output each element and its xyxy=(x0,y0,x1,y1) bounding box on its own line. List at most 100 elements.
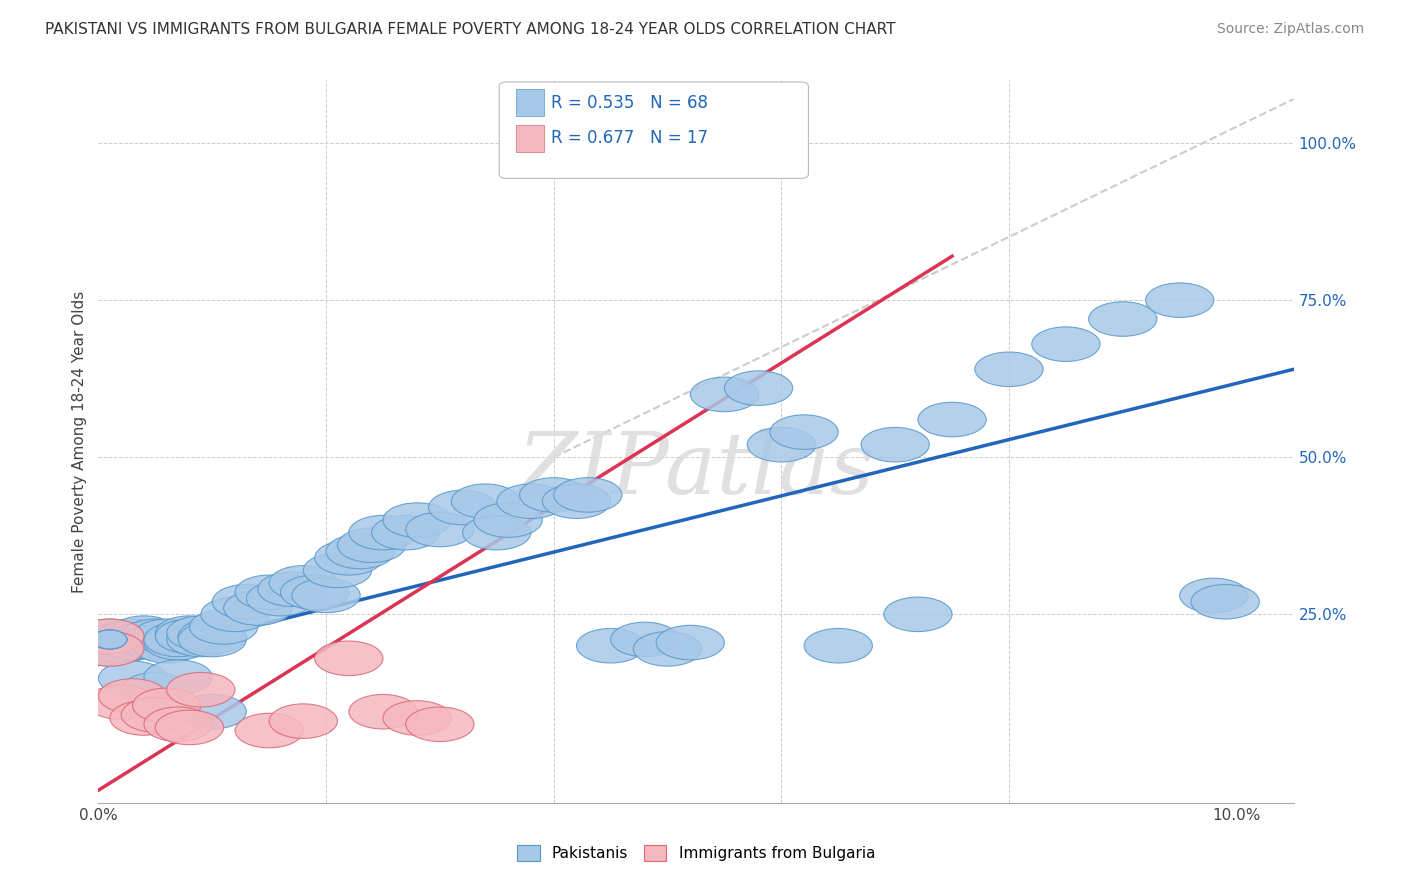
Ellipse shape xyxy=(98,619,167,654)
Text: PAKISTANI VS IMMIGRANTS FROM BULGARIA FEMALE POVERTY AMONG 18-24 YEAR OLDS CORRE: PAKISTANI VS IMMIGRANTS FROM BULGARIA FE… xyxy=(45,22,896,37)
Ellipse shape xyxy=(1032,326,1099,361)
Ellipse shape xyxy=(167,615,235,650)
Ellipse shape xyxy=(76,619,143,654)
Ellipse shape xyxy=(269,704,337,739)
Ellipse shape xyxy=(804,629,872,663)
Text: ZIPatlas: ZIPatlas xyxy=(517,429,875,512)
Ellipse shape xyxy=(349,516,418,549)
Ellipse shape xyxy=(576,629,645,663)
Ellipse shape xyxy=(451,484,520,518)
Ellipse shape xyxy=(1088,301,1157,336)
Ellipse shape xyxy=(201,597,269,632)
Ellipse shape xyxy=(98,679,167,714)
Ellipse shape xyxy=(110,623,179,657)
Ellipse shape xyxy=(93,630,127,648)
Ellipse shape xyxy=(93,630,127,648)
Ellipse shape xyxy=(121,619,190,654)
Ellipse shape xyxy=(143,625,212,660)
Ellipse shape xyxy=(349,694,418,729)
Ellipse shape xyxy=(132,688,201,723)
Ellipse shape xyxy=(382,701,451,735)
Ellipse shape xyxy=(155,710,224,745)
Ellipse shape xyxy=(132,619,201,654)
Ellipse shape xyxy=(76,632,143,666)
Ellipse shape xyxy=(110,615,179,650)
Ellipse shape xyxy=(167,673,235,707)
Legend: Pakistanis, Immigrants from Bulgaria: Pakistanis, Immigrants from Bulgaria xyxy=(510,839,882,867)
Ellipse shape xyxy=(770,415,838,450)
Ellipse shape xyxy=(292,578,360,613)
Ellipse shape xyxy=(884,597,952,632)
Ellipse shape xyxy=(93,630,127,648)
Ellipse shape xyxy=(315,641,382,675)
Ellipse shape xyxy=(429,491,496,524)
Ellipse shape xyxy=(918,402,986,437)
Ellipse shape xyxy=(1180,578,1249,613)
Ellipse shape xyxy=(121,625,190,660)
Ellipse shape xyxy=(143,660,212,694)
Ellipse shape xyxy=(155,615,224,650)
Ellipse shape xyxy=(382,503,451,537)
Ellipse shape xyxy=(406,707,474,741)
Text: Source: ZipAtlas.com: Source: ZipAtlas.com xyxy=(1216,22,1364,37)
Ellipse shape xyxy=(554,478,621,512)
Ellipse shape xyxy=(690,377,759,412)
Ellipse shape xyxy=(121,673,190,707)
Ellipse shape xyxy=(633,632,702,666)
Ellipse shape xyxy=(326,534,394,569)
Ellipse shape xyxy=(543,484,610,518)
Ellipse shape xyxy=(235,575,304,609)
Ellipse shape xyxy=(179,619,246,654)
Ellipse shape xyxy=(98,625,167,660)
Ellipse shape xyxy=(132,629,201,663)
Ellipse shape xyxy=(76,632,143,666)
Ellipse shape xyxy=(1146,283,1213,318)
Ellipse shape xyxy=(212,584,281,619)
Ellipse shape xyxy=(257,572,326,607)
Ellipse shape xyxy=(224,591,292,625)
Y-axis label: Female Poverty Among 18-24 Year Olds: Female Poverty Among 18-24 Year Olds xyxy=(72,291,87,592)
Ellipse shape xyxy=(110,701,179,735)
Ellipse shape xyxy=(93,630,127,648)
Ellipse shape xyxy=(93,630,127,648)
Ellipse shape xyxy=(190,609,257,644)
Ellipse shape xyxy=(610,623,679,657)
Ellipse shape xyxy=(235,714,304,747)
Ellipse shape xyxy=(724,371,793,405)
Ellipse shape xyxy=(520,478,588,512)
Ellipse shape xyxy=(155,619,224,654)
Ellipse shape xyxy=(1191,584,1260,619)
Ellipse shape xyxy=(463,516,531,549)
Ellipse shape xyxy=(93,630,127,648)
Ellipse shape xyxy=(87,685,155,720)
Ellipse shape xyxy=(269,566,337,600)
Ellipse shape xyxy=(315,541,382,575)
Ellipse shape xyxy=(143,623,212,657)
Text: R = 0.677   N = 17: R = 0.677 N = 17 xyxy=(551,129,709,147)
Ellipse shape xyxy=(98,661,167,696)
Ellipse shape xyxy=(371,516,440,549)
Ellipse shape xyxy=(657,625,724,660)
Ellipse shape xyxy=(143,707,212,741)
Ellipse shape xyxy=(87,623,155,657)
Ellipse shape xyxy=(406,512,474,547)
Ellipse shape xyxy=(281,575,349,609)
Ellipse shape xyxy=(76,619,143,654)
Ellipse shape xyxy=(974,352,1043,386)
Ellipse shape xyxy=(304,553,371,588)
Ellipse shape xyxy=(496,484,565,518)
Ellipse shape xyxy=(121,698,190,732)
Ellipse shape xyxy=(93,630,127,648)
Ellipse shape xyxy=(860,427,929,462)
Ellipse shape xyxy=(93,630,127,648)
Ellipse shape xyxy=(747,427,815,462)
Ellipse shape xyxy=(474,503,543,537)
Ellipse shape xyxy=(337,528,406,563)
Ellipse shape xyxy=(633,126,702,161)
Ellipse shape xyxy=(179,694,246,729)
Ellipse shape xyxy=(87,629,155,663)
Text: R = 0.535   N = 68: R = 0.535 N = 68 xyxy=(551,94,709,112)
Ellipse shape xyxy=(179,623,246,657)
Ellipse shape xyxy=(246,582,315,615)
Ellipse shape xyxy=(167,623,235,657)
